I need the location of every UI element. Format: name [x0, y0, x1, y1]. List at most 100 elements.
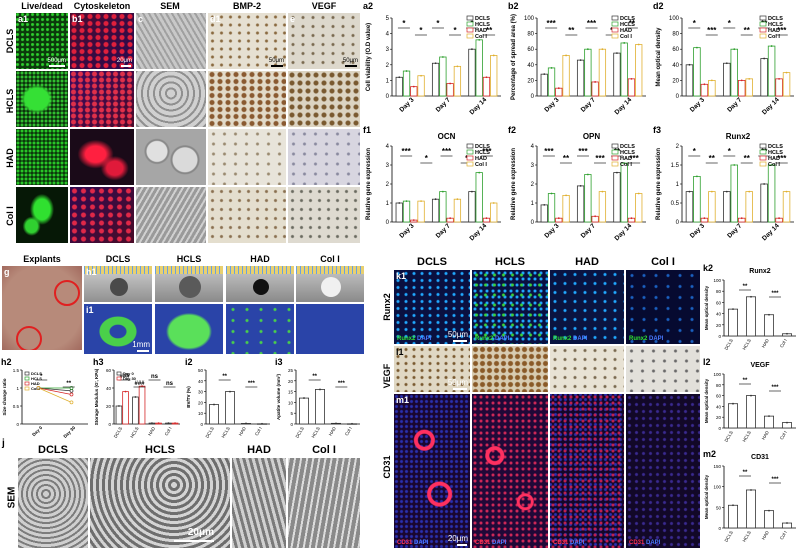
panel-label-g: g	[4, 267, 10, 277]
significance-label: ***	[777, 154, 787, 163]
bar-dot	[750, 394, 752, 397]
bar-dot	[335, 422, 337, 425]
bar	[417, 200, 425, 223]
y-axis-label: Size change ratio	[2, 378, 7, 415]
x-tick-label: Day 14	[468, 222, 488, 242]
explant-col-had: HAD	[250, 254, 270, 264]
x-tick-label: HCLS	[129, 426, 139, 439]
scale-d1: 50μm	[268, 58, 284, 64]
x-tick-label: DCLS	[113, 426, 123, 439]
bar-dot	[732, 308, 734, 311]
bar-dot	[637, 192, 640, 195]
significance-label: **	[222, 374, 227, 380]
bar-dot	[748, 77, 751, 80]
bar-dot	[449, 82, 452, 85]
x-tick-label: HAD	[761, 429, 770, 440]
legend-swatch	[466, 143, 474, 149]
legend-swatch	[759, 33, 767, 39]
legend-swatch	[759, 143, 767, 149]
sem-col-dcls: DCLS	[38, 444, 68, 456]
significance-label: ###	[119, 374, 130, 380]
data-point	[69, 400, 74, 405]
x-tick-label: Day 7	[726, 96, 743, 113]
y-tick-label: 0	[531, 94, 535, 100]
cyto-hcls-image	[70, 71, 134, 127]
y-tick-label: 0	[108, 422, 111, 427]
bar-dot	[565, 54, 567, 57]
x-tick-label: Day 14	[613, 96, 633, 116]
legend-swatch	[466, 33, 474, 39]
bar	[746, 296, 757, 337]
bar	[439, 56, 447, 97]
significance-label: ***	[771, 477, 779, 483]
x-tick-label: DCLS	[205, 426, 215, 439]
significance-label: *	[693, 19, 697, 28]
bar	[402, 200, 411, 223]
bar-dot	[543, 204, 546, 206]
legend-label: HAD	[475, 156, 487, 162]
y-tick-label: 60	[716, 394, 722, 399]
y-tick-label: 40	[716, 404, 722, 409]
bar-dot	[750, 295, 752, 298]
bar-dot	[420, 74, 422, 77]
bar	[723, 191, 731, 223]
bar	[584, 174, 592, 223]
legend-label: HAD	[768, 156, 780, 162]
legend-swatch	[24, 371, 30, 376]
legend-swatch	[116, 376, 122, 381]
bar-dot	[449, 217, 452, 220]
bar-dot	[740, 79, 743, 82]
chart-title: VEGF	[750, 362, 770, 369]
row-label-dcls: DCLS	[5, 28, 15, 54]
y-tick-label: 0	[200, 422, 203, 427]
chart-title: OCN	[438, 132, 456, 141]
bar-dot	[441, 190, 444, 193]
significance-label: *	[453, 26, 457, 35]
legend-label: Col I	[475, 34, 487, 40]
chart-title: CD31	[751, 454, 769, 461]
bar	[562, 55, 570, 97]
x-tick-label: Day 3	[689, 222, 706, 239]
bar	[708, 80, 716, 97]
ruler	[155, 266, 223, 274]
y-tick-label: 80	[527, 32, 534, 38]
x-tick-label: HCLS	[742, 338, 752, 351]
chart-m2: m2 CD31 0 50 100 150 Mean optical density DCLS H…	[703, 449, 796, 543]
bar-dot	[725, 62, 728, 65]
significance-label: **	[312, 374, 317, 380]
chart-i3: i3 0 5 10 15 20 25 Apatite volume (mm³) DCLS HCLS…	[275, 357, 360, 439]
bar-dot	[471, 190, 473, 193]
y-tick-label: 20	[716, 323, 722, 328]
legend-swatch	[24, 381, 30, 386]
bar-dot	[768, 313, 770, 316]
y-tick-label: 4	[531, 144, 535, 150]
y-tick-label: 4	[386, 32, 390, 38]
bar-dot	[732, 504, 734, 507]
x-tick-label: Day 30	[62, 425, 76, 439]
x-tick-label: DCLS	[724, 530, 734, 543]
chart-f1: f1 OCN 0 1 2 3 4 Relative gene expression Day 3 D…	[363, 125, 501, 242]
y-tick-label: 1	[16, 386, 19, 391]
bar	[576, 59, 585, 97]
y-axis-label: Percentage of spread area (%)	[511, 14, 517, 100]
bar-dot	[770, 45, 773, 47]
sem-bottom-col1	[288, 458, 360, 548]
bar-dot	[434, 198, 437, 201]
bar-dot	[471, 48, 473, 51]
legend-label: HCLS	[768, 150, 783, 156]
bar-dot	[594, 215, 597, 218]
significance-label: *	[728, 147, 732, 156]
stain-label: CD31 DAPI	[475, 540, 507, 546]
x-tick-label: Day 7	[580, 222, 597, 239]
h1-hcls-photo	[155, 266, 223, 302]
panel-label-c: c	[138, 14, 144, 24]
stain-label: Runx2 DAPI	[553, 336, 588, 342]
y-tick-label: 5	[386, 16, 390, 22]
bar	[635, 193, 643, 223]
y-tick-label: 40	[672, 63, 679, 69]
x-tick-label: Day 3	[689, 96, 706, 113]
bar-dot	[478, 38, 481, 41]
scale-a1: 500μm	[47, 58, 66, 64]
data-point	[69, 392, 74, 397]
col-header-sem: SEM	[160, 1, 180, 11]
